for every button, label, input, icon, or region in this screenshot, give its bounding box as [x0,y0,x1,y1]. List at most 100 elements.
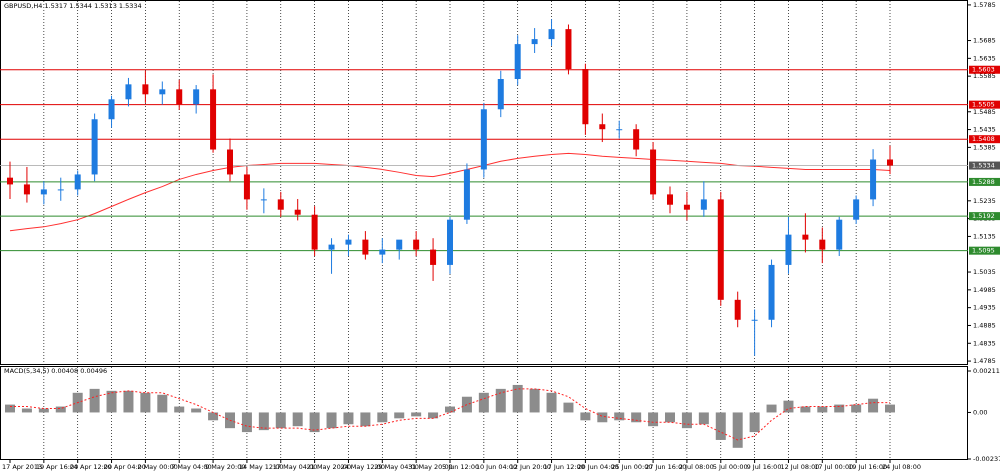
macd-bar [580,412,591,421]
x-tick-label: 2 May 00:00 [137,463,177,471]
x-tick-label: 27 Jun 16:00 [645,463,686,471]
indicator-window-frame [0,366,968,460]
y-tick-label: 1.4785 [973,357,996,365]
macd-bar [783,400,794,413]
candle-body [582,69,589,125]
x-tick-label: 25 Jun 00:00 [611,463,652,471]
candle-body [497,79,504,110]
candle-body [650,149,657,195]
candle-body [379,249,386,255]
candle-body [751,319,758,321]
x-tick-label: 2 Jul 08:00 [679,463,714,471]
level-label: 1.5505 [972,101,995,109]
macd-bar [800,406,811,413]
y-tick-label: 1.5635 [973,54,996,62]
candle-body [700,199,707,210]
x-tick-label: 9 Jul 16:00 [747,463,782,471]
macd-bar [851,404,862,413]
y2-tick-label: 0.00211 [973,367,1000,375]
candle-body [227,149,233,175]
candle-body [785,234,792,265]
macd-bar [89,388,100,413]
macd-bar [868,398,879,413]
macd-bar [665,412,675,423]
macd-bar [258,412,269,431]
macd-bar [191,408,202,413]
macd-bar [428,412,439,419]
x-tick-label: 29 Apr 04:00 [104,463,146,471]
macd-bar [174,406,185,413]
x-tick-label: 19 Jul 16:00 [848,463,887,471]
indicator-title: MACD(5,34,5) 0.00408 0.00496 [4,367,107,375]
y-tick-label: 1.5785 [973,1,996,9]
macd-bar [461,396,472,413]
y-tick-label: 1.4835 [973,339,996,347]
macd-bar [885,404,895,413]
candle-body [870,159,877,200]
candle-body [768,264,775,320]
macd-signal [10,388,890,441]
macd-bar [563,402,574,413]
chart-title: GBPUSD,H4 1.5317 1.5344 1.5313 1.5334 [4,2,142,10]
macd-bar [394,412,405,419]
x-tick-label: 9 May 20:00 [205,463,245,471]
candle-body [243,174,250,200]
macd-bar [140,392,151,413]
y2-tick-label: -0.00237 [973,455,1000,463]
candle-body [311,214,318,250]
macd-bar [445,406,455,413]
candle-body [819,239,826,250]
x-tick-label: 5 Jul 00:00 [713,463,748,471]
macd-bar [478,392,489,413]
x-tick-label: 24 Jul 08:00 [882,463,921,471]
y-tick-label: 1.5235 [973,197,996,205]
candle-body [548,29,555,40]
candle-body [23,184,30,195]
macd-bar [766,404,777,413]
candle-body [362,239,369,255]
y-tick-label: 1.4885 [973,321,996,329]
candle-body [91,119,98,175]
level-tag [969,177,1000,186]
candle-body [193,89,200,105]
candle-body [74,174,81,190]
candle-body [683,204,690,210]
level-tag [969,212,1000,221]
macd-bar [360,412,371,427]
x-tick-label: 17 Apr 2013 [2,463,42,471]
macd-bar [377,412,388,423]
macd-bar [411,412,422,417]
candle-body [463,169,470,220]
y-tick-label: 1.5135 [973,232,996,240]
macd-bar [495,388,506,413]
level-tag [969,135,1000,144]
y-tick-label: 1.4985 [973,286,996,294]
x-tick-label: 10 Jun 04:00 [476,463,517,471]
x-tick-label: 14 May 12:00 [239,463,284,471]
y-tick-label: 1.4935 [973,304,996,312]
macd-bar [597,412,608,423]
x-tick-label: 24 Apr 12:00 [70,463,112,471]
candle-body [7,177,13,185]
candle-body [125,84,132,100]
macd-bar [749,412,760,433]
candle-body [565,29,572,70]
candle-body [531,39,538,45]
candle-body [294,209,301,215]
x-tick-label: 12 Jul 08:00 [780,463,819,471]
macd-bar [631,412,642,423]
macd-bar [343,412,354,425]
y-tick-label: 1.5035 [973,268,996,276]
level-label: 1.5288 [972,178,995,186]
y-tick-label: 1.5585 [973,72,996,80]
candle-body [142,84,149,95]
macd-bar [732,412,743,448]
candle-body [616,129,623,131]
candle-body [802,234,809,240]
candle-body [667,194,673,205]
level-tag [969,100,1000,109]
y-tick-label: 1.5435 [973,126,996,134]
candle-body [413,239,420,250]
candle-body [717,199,724,300]
